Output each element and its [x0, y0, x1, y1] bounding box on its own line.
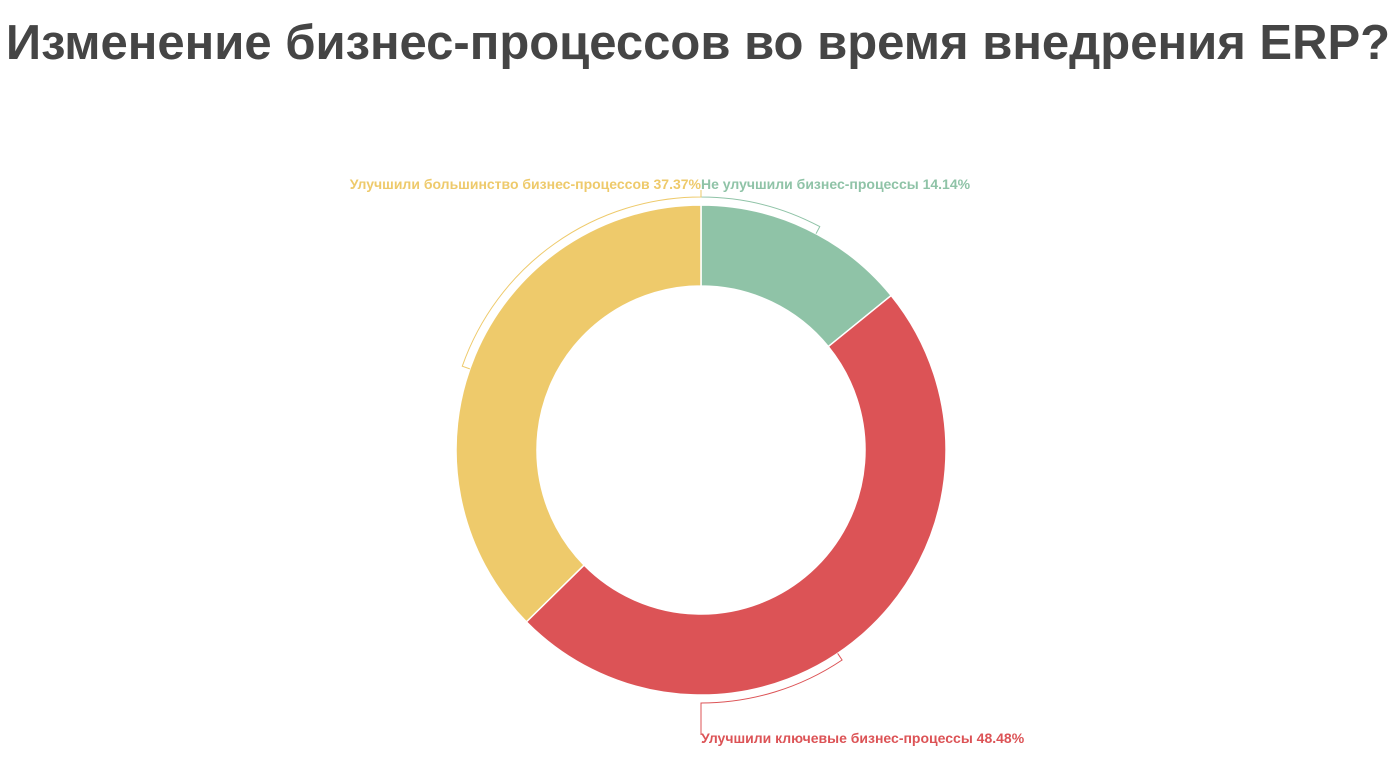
slice-2 — [525, 294, 947, 696]
slices-group — [455, 204, 947, 696]
slice-3 — [455, 204, 702, 623]
slice-label-3: Улучшили большинство бизнес-процессов 37… — [350, 176, 702, 192]
label-brackets-group — [461, 189, 843, 735]
label-bracket-3 — [461, 189, 702, 370]
slice-label-1: Не улучшили бизнес-процессы 14.14% — [701, 176, 971, 192]
label-bracket-1 — [700, 190, 821, 234]
labels-group: Не улучшили бизнес-процессы 14.14%Улучши… — [350, 176, 1025, 746]
chart-title: Изменение бизнес-процессов во время внед… — [5, 16, 1391, 70]
label-bracket-2 — [700, 653, 843, 735]
slice-label-2: Улучшили ключевые бизнес-процессы 48.48% — [701, 730, 1025, 746]
